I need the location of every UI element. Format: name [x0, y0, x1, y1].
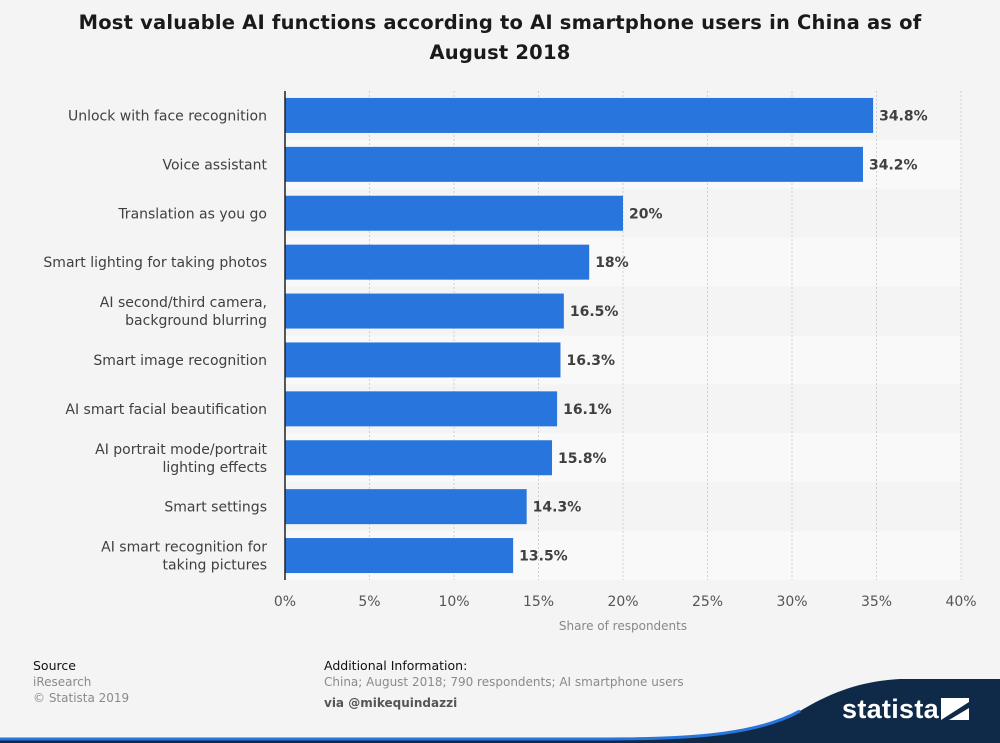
additional-info-text: China; August 2018; 790 respondents; AI … — [324, 675, 684, 689]
x-tick-label: 25% — [692, 594, 723, 610]
x-tick-label: 35% — [861, 594, 892, 610]
data-label: 13.5% — [519, 549, 568, 565]
bar-chart: 34.8% Unlock with face recognition 34.2% Vo… — [43, 91, 977, 633]
category-label: Smart settings — [164, 500, 267, 516]
category-label: AI second/third camera, — [100, 295, 267, 311]
data-label: 34.2% — [869, 157, 918, 173]
category-label: Unlock with face recognition — [68, 108, 267, 124]
bar[interactable] — [285, 440, 553, 476]
x-tick-label: 30% — [776, 594, 807, 610]
x-tick-label: 15% — [523, 594, 554, 610]
x-tick-label: 40% — [945, 594, 976, 610]
data-label: 16.1% — [563, 402, 612, 418]
additional-info-block: Additional Information: China; August 20… — [324, 658, 684, 711]
x-tick-label: 10% — [438, 594, 469, 610]
chart-title: Most valuable AI functions according to … — [0, 8, 1000, 68]
bar[interactable] — [285, 391, 558, 427]
statista-logo[interactable]: statista — [842, 694, 939, 724]
source-title: Source — [33, 658, 76, 673]
bar[interactable] — [285, 342, 561, 378]
x-axis-title: Share of respondents — [559, 619, 687, 633]
category-label: Smart image recognition — [93, 353, 267, 369]
copyright: © Statista 2019 — [33, 691, 130, 705]
additional-info-title: Additional Information: — [324, 658, 468, 673]
chart-title-line-2: August 2018 — [429, 41, 571, 64]
x-tick-label: 0% — [274, 594, 296, 610]
category-label: AI smart facial beautification — [65, 402, 267, 418]
data-label: 18% — [595, 255, 629, 271]
statista-logo-icon — [941, 698, 969, 720]
data-label: 14.3% — [533, 500, 582, 516]
bar[interactable] — [285, 195, 623, 231]
source-name[interactable]: iResearch — [33, 675, 92, 689]
bar[interactable] — [285, 489, 527, 525]
bar[interactable] — [285, 293, 564, 329]
bar[interactable] — [285, 146, 863, 182]
data-label: 34.8% — [879, 108, 928, 124]
data-label: 15.8% — [558, 451, 607, 467]
category-label: AI smart recognition for — [101, 540, 267, 556]
category-label: Translation as you go — [117, 206, 267, 222]
bar[interactable] — [285, 538, 514, 574]
bar[interactable] — [285, 97, 874, 133]
category-label: AI portrait mode/portrait — [95, 442, 267, 458]
via-credit: via @mikequindazzi — [324, 696, 458, 710]
source-block: Source iResearch © Statista 2019 — [33, 658, 129, 706]
data-label: 20% — [629, 206, 663, 222]
x-tick-label: 20% — [607, 594, 638, 610]
category-label: taking pictures — [163, 558, 267, 574]
brand-wave — [0, 679, 1000, 743]
data-label: 16.5% — [570, 304, 619, 320]
category-label: lighting effects — [163, 460, 267, 476]
category-label: Smart lighting for taking photos — [43, 255, 267, 271]
bar[interactable] — [285, 244, 590, 280]
chart-title-line-1: Most valuable AI functions according to … — [78, 11, 922, 34]
category-label: background blurring — [125, 313, 267, 329]
category-label: Voice assistant — [163, 157, 268, 173]
x-tick-label: 5% — [358, 594, 380, 610]
data-label: 16.3% — [566, 353, 615, 369]
